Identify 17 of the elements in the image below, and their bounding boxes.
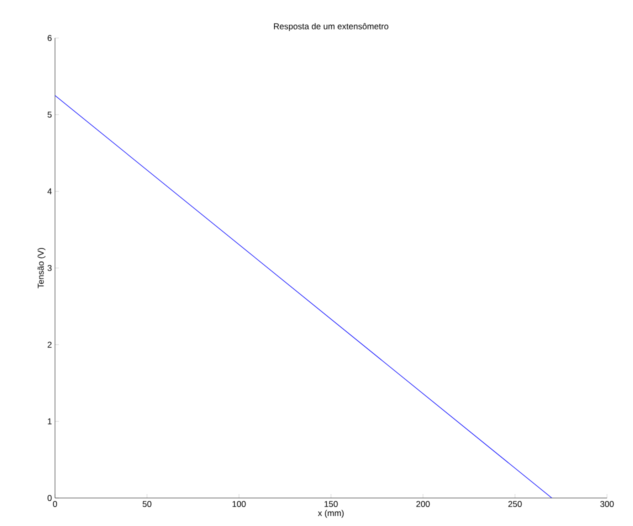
y-tick-label: 0 (48, 495, 52, 501)
x-tick-label: 200 (416, 501, 430, 508)
x-axis-title: x (mm) (318, 510, 344, 518)
y-tick-label: 2 (48, 342, 52, 348)
y-axis-title: Tensão (V) (38, 248, 46, 288)
chart-title: Resposta de um extensômetro (274, 23, 388, 31)
y-tick-label: 4 (47, 188, 52, 194)
x-tick-label: 100 (232, 501, 246, 508)
x-tick-label: 150 (324, 501, 338, 508)
x-tick-label: 50 (142, 501, 152, 508)
y-tick-label: 1 (48, 418, 52, 424)
y-tick-label: 6 (48, 35, 52, 41)
y-tick-label: 5 (48, 112, 52, 118)
x-tick-label: 300 (600, 501, 614, 508)
x-tick-label: 0 (52, 501, 58, 508)
y-tick-label: 3 (48, 265, 52, 271)
x-tick-label: 250 (508, 501, 522, 508)
